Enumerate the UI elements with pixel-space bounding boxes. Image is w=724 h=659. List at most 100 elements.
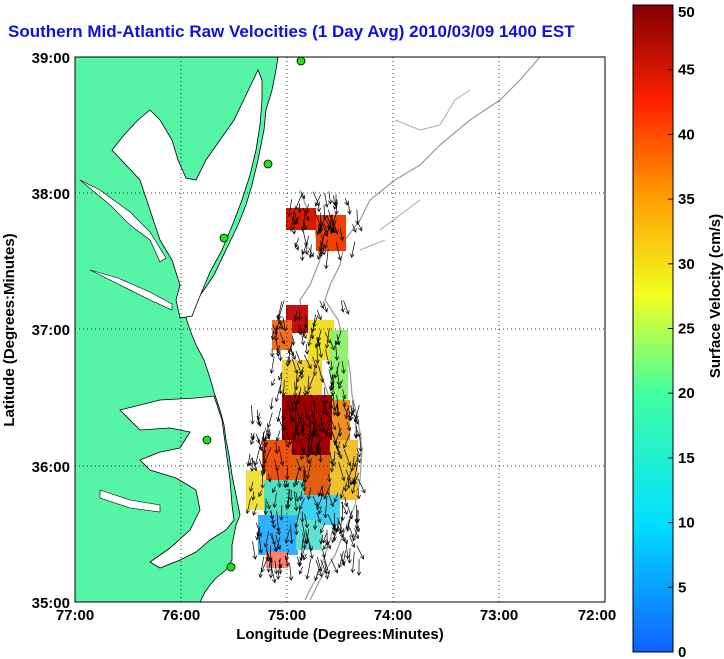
velocity-arrow [266, 425, 271, 437]
velocity-arrow [275, 430, 281, 442]
velocity-arrow [300, 439, 305, 453]
velocity-arrow [329, 458, 335, 473]
velocity-arrow [318, 365, 325, 383]
velocity-arrow [324, 249, 329, 270]
velocity-arrow [351, 481, 356, 494]
grid-lines [75, 57, 605, 602]
velocity-arrow [340, 501, 345, 522]
velocity-arrow [346, 511, 353, 532]
velocity-arrow [312, 356, 318, 369]
velocity-arrow [307, 437, 315, 455]
velocity-arrow [323, 400, 329, 417]
velocity-arrow [268, 559, 274, 579]
velocity-arrow [297, 203, 302, 214]
velocity-arrow [294, 192, 303, 211]
velocity-arrow [332, 402, 338, 416]
velocity-arrow [289, 394, 295, 413]
velocity-arrow [335, 520, 340, 533]
velocity-arrow [274, 384, 282, 403]
velocity-arrow [301, 192, 306, 200]
velocity-arrow [248, 457, 253, 467]
velocity-arrow [303, 449, 311, 464]
velocity-arrow [289, 524, 294, 545]
velocity-arrow [282, 316, 288, 332]
x-tick-label: 77:00 [56, 607, 94, 624]
velocity-arrow [336, 367, 341, 386]
velocity-arrow [278, 563, 283, 575]
velocity-arrow [289, 348, 294, 357]
y-tick-label: 37:00 [32, 322, 70, 339]
velocity-arrow [305, 458, 312, 480]
y-tick-label: 38:00 [32, 186, 70, 203]
velocity-arrow [297, 324, 302, 336]
colorbar [632, 4, 674, 653]
velocity-arrow [319, 485, 325, 498]
velocity-arrow [318, 232, 326, 252]
velocity-arrow [347, 200, 352, 215]
velocity-arrow [308, 432, 314, 454]
velocity-arrow [326, 538, 332, 550]
velocity-arrow [300, 546, 306, 559]
velocity-arrow [319, 415, 324, 427]
velocity-arrow [344, 198, 349, 206]
velocity-arrow [356, 545, 365, 560]
velocity-arrow [290, 347, 296, 360]
velocity-arrow [332, 523, 337, 542]
velocity-arrow [302, 208, 310, 221]
velocity-arrow [301, 417, 306, 438]
velocity-arrow [258, 536, 263, 554]
velocity-arrow [329, 361, 334, 371]
velocity-arrow [263, 435, 269, 447]
velocity-arrow [304, 514, 309, 529]
y-tick-label: 35:00 [32, 595, 70, 612]
velocity-arrow [332, 395, 337, 411]
velocity-arrow [341, 389, 347, 400]
velocity-arrow [307, 420, 312, 439]
velocity-arrow [294, 508, 301, 529]
velocity-arrow [355, 509, 361, 524]
velocity-arrow [352, 223, 357, 233]
station-marker [219, 233, 229, 243]
chesapeake-bay [111, 69, 263, 319]
velocity-arrow [308, 431, 313, 443]
velocity-arrow [259, 458, 266, 475]
velocity-arrow [335, 444, 341, 457]
velocity-arrow [291, 432, 297, 443]
velocity-arrow [295, 413, 303, 432]
velocity-arrow [349, 535, 356, 548]
velocity-arrow [294, 370, 299, 391]
velocity-arrow [334, 341, 339, 361]
velocity-arrow [271, 378, 276, 387]
velocity-arrow [350, 455, 355, 472]
velocity-arrow [316, 512, 322, 524]
velocity-arrow [276, 558, 281, 580]
x-tick-label: 74:00 [374, 607, 412, 624]
velocity-arrow [346, 479, 351, 489]
velocity-arrow [314, 422, 320, 439]
velocity-arrow [339, 228, 345, 242]
velocity-arrow [335, 242, 342, 261]
velocity-arrow [263, 498, 268, 516]
velocity-arrow [324, 193, 329, 208]
velocity-arrow [272, 486, 277, 494]
velocity-arrow [315, 559, 323, 578]
velocity-arrow [312, 191, 320, 207]
velocity-arrow [306, 445, 311, 458]
velocity-arrow [279, 505, 284, 521]
velocity-arrow [296, 387, 302, 405]
velocity-arrow [350, 551, 356, 574]
velocity-arrow [330, 219, 337, 235]
velocity-arrow [343, 433, 351, 449]
velocity-arrow [274, 459, 279, 472]
velocity-arrow [278, 446, 285, 467]
velocity-arrow [289, 214, 294, 232]
x-tick-label: 72:00 [578, 607, 616, 624]
velocity-arrow [294, 523, 299, 536]
velocity-arrow [340, 300, 345, 313]
velocity-arrow [263, 447, 272, 465]
velocity-arrow [343, 300, 350, 315]
velocity-arrow [300, 328, 307, 339]
velocity-arrow [250, 405, 255, 425]
velocity-arrow [295, 350, 302, 365]
velocity-arrow [300, 249, 305, 262]
